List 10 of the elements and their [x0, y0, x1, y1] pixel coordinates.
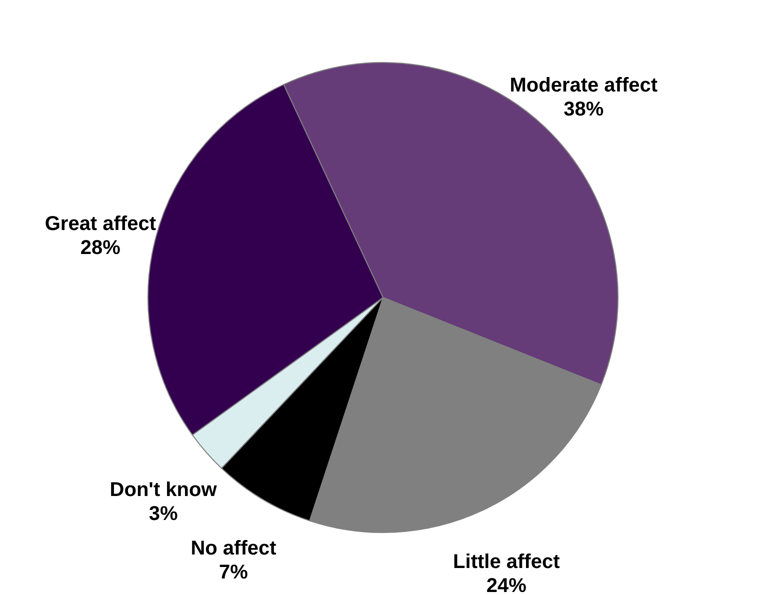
- slice-label: Great affect: [44, 212, 156, 235]
- data-label: 28%: [80, 236, 121, 259]
- slice-label: Moderate affect: [510, 74, 658, 96]
- data-label: 3%: [148, 502, 178, 525]
- slice-label: Don't know: [110, 478, 218, 501]
- data-label: 7%: [219, 561, 248, 584]
- slice-label: No affect: [190, 537, 277, 560]
- slice-label: Little affect: [453, 551, 560, 574]
- data-label: 24%: [486, 575, 527, 595]
- data-label: 38%: [564, 98, 604, 120]
